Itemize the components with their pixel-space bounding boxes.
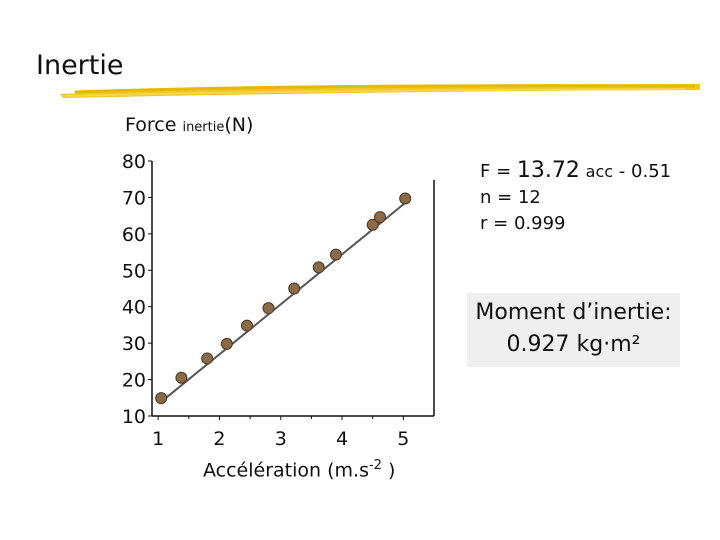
eq-minus: - — [618, 161, 626, 182]
data-point — [175, 371, 188, 384]
y-axis-label-sub: inertie — [182, 120, 225, 135]
data-point — [288, 282, 301, 295]
regression-line — [160, 202, 406, 403]
eq-slope: 13.72 — [516, 158, 580, 183]
x-tick-label: 4 — [336, 428, 348, 450]
x-axis-label: Accélération (m.s-2 ) — [203, 458, 395, 481]
data-point — [374, 211, 387, 224]
data-point — [399, 192, 412, 205]
y-tick-label: 20 — [122, 370, 146, 392]
x-tick-label: 5 — [397, 428, 409, 450]
x-axis-label-exp: -2 — [368, 458, 382, 473]
y-tick-label: 40 — [122, 297, 146, 319]
slide-title: Inertie — [36, 50, 124, 81]
y-axis-label: Force inertie(N) — [125, 114, 253, 136]
regression-equation: F = 13.72 acc - 0.51 n = 12 r = 0.999 — [480, 158, 671, 237]
eq-n-label: n — [480, 187, 492, 208]
data-point — [329, 248, 342, 261]
y-axis-label-unit: (N) — [224, 114, 254, 136]
eq-r-label: r — [480, 213, 488, 234]
x-tick-label: 1 — [152, 428, 164, 450]
y-tick-label: 80 — [122, 151, 146, 173]
moment-line-1: Moment d’inertie: — [475, 300, 672, 325]
y-tick-label: 30 — [122, 333, 146, 355]
data-point — [201, 352, 214, 365]
eq-f-label: F — [480, 161, 491, 182]
eq-acc: acc — [585, 162, 614, 181]
x-axis-label-end: ) — [381, 459, 396, 482]
data-point — [262, 302, 275, 315]
x-tick-label: 2 — [213, 428, 225, 450]
moment-line-2: 0.927 kg·m² — [506, 332, 641, 357]
x-axis-label-main: Accélération (m.s — [203, 459, 369, 482]
eq-equals-2: = — [497, 187, 513, 208]
data-point — [366, 218, 379, 231]
y-tick-label: 50 — [122, 260, 146, 282]
title-underline — [60, 84, 700, 98]
data-point — [312, 261, 325, 274]
y-tick-label: 60 — [122, 224, 146, 246]
y-axis-label-main: Force — [125, 114, 177, 136]
data-point — [241, 319, 254, 332]
moment-of-inertia-box: Moment d’inertie: 0.927 kg·m² — [467, 293, 680, 367]
eq-equals-3: = — [493, 213, 509, 234]
eq-n-value: 12 — [517, 187, 541, 208]
eq-r-value: 0.999 — [513, 213, 566, 234]
x-tick-label: 3 — [275, 428, 287, 450]
y-tick-label: 10 — [122, 406, 146, 428]
data-point — [220, 337, 233, 350]
eq-intercept: 0.51 — [631, 161, 672, 182]
y-tick-label: 70 — [122, 187, 146, 209]
eq-equals-1: = — [496, 161, 512, 182]
data-point — [155, 392, 168, 405]
